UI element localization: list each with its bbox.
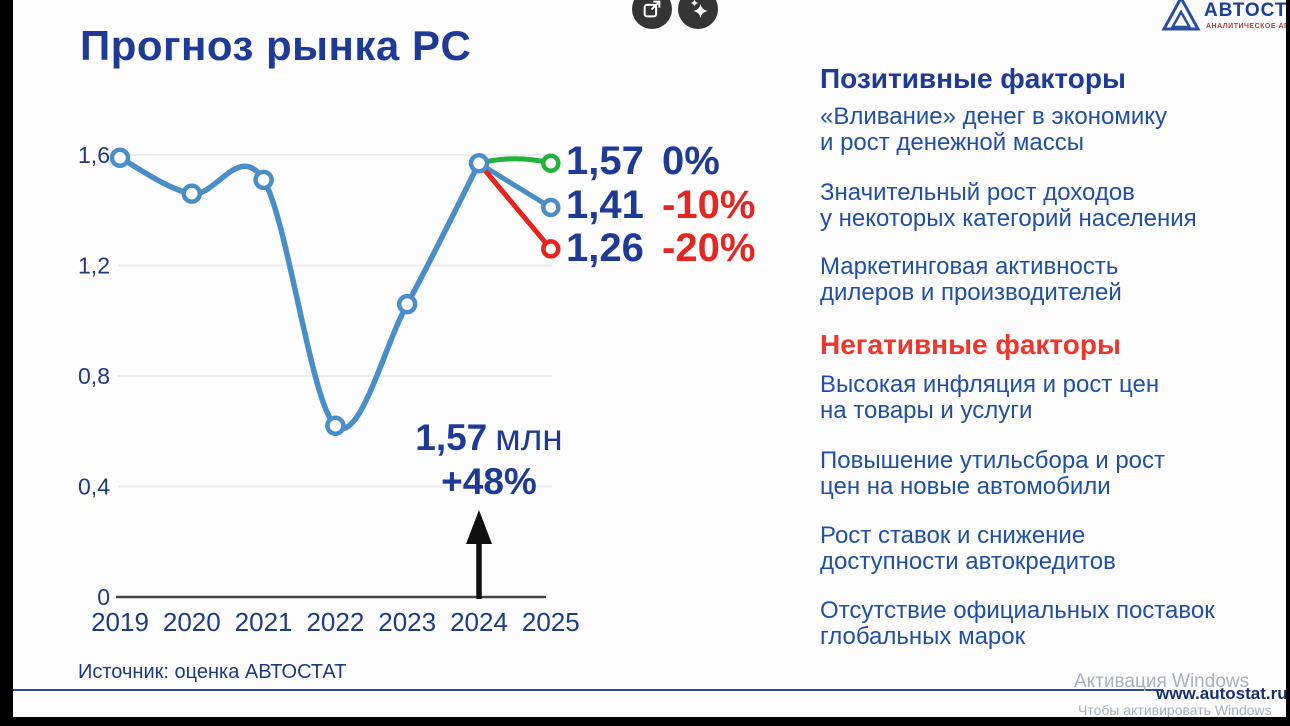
scenario-percent: -20% bbox=[662, 226, 756, 270]
positive-factors-heading: Позитивные факторы bbox=[820, 63, 1126, 94]
website-url: www.autostat.ru bbox=[1156, 684, 1288, 703]
logo-subtitle: АНАЛИТИЧЕСКОЕ АГЕНТСТВО bbox=[1206, 23, 1286, 30]
autostat-logo: АВТОСТАТ АНАЛИТИЧЕСКОЕ АГЕНТСТВО bbox=[1160, 0, 1286, 40]
scenario-label-base: 1,57 0% bbox=[566, 141, 720, 185]
logo-name: АВТОСТАТ bbox=[1204, 0, 1286, 21]
scenario-value: 1,41 bbox=[566, 183, 644, 227]
negative-factor-item: Рост ставок и снижение доступности авток… bbox=[820, 522, 1116, 575]
positive-factor-item: Значительный рост доходов у некоторых ка… bbox=[820, 179, 1197, 232]
annotation-growth: +48% bbox=[441, 461, 537, 502]
scenario-value: 1,26 bbox=[566, 226, 644, 270]
scenario-percent: 0% bbox=[662, 139, 720, 183]
annotation-unit: млн bbox=[495, 417, 563, 458]
negative-factor-item: Отсутствие официальных поставок глобальн… bbox=[820, 597, 1215, 650]
windows-activation-hint: Чтобы активировать Windows bbox=[1078, 702, 1272, 718]
letterbox-right bbox=[1286, 0, 1290, 726]
positive-factor-item: «Вливание» денег в экономику и рост дене… bbox=[820, 103, 1168, 156]
sparkles-icon bbox=[690, 0, 708, 18]
annotation-value: 1,57 bbox=[415, 417, 488, 458]
scenario-label-minus20: 1,26 -20% bbox=[566, 228, 755, 272]
windows-activation-watermark: Активация Windows bbox=[1074, 671, 1250, 692]
scenario-value: 1,57 bbox=[566, 139, 644, 183]
page-title: Прогноз рынка PC bbox=[80, 22, 472, 69]
letterbox-bottom bbox=[0, 717, 1290, 726]
negative-factor-item: Высокая инфляция и рост цен на товары и … bbox=[820, 371, 1160, 424]
logo-triangle-icon bbox=[1161, 0, 1201, 31]
scenario-label-minus10: 1,41 -10% bbox=[566, 185, 755, 229]
footer-divider bbox=[13, 689, 1163, 691]
chart-annotation-2024: 1,57 млн +48% bbox=[398, 416, 580, 504]
scenario-percent: -10% bbox=[662, 183, 756, 227]
letterbox-left bbox=[0, 0, 13, 726]
source-note: Источник: оценка АВТОСТАТ bbox=[78, 661, 347, 683]
positive-factor-item: Маркетинговая активность дилеров и произ… bbox=[820, 253, 1122, 306]
negative-factors-heading: Негативные факторы bbox=[820, 329, 1121, 360]
negative-factor-item: Повышение утильсбора и рост цен на новые… bbox=[820, 447, 1165, 500]
open-in-new-icon bbox=[643, 0, 661, 18]
